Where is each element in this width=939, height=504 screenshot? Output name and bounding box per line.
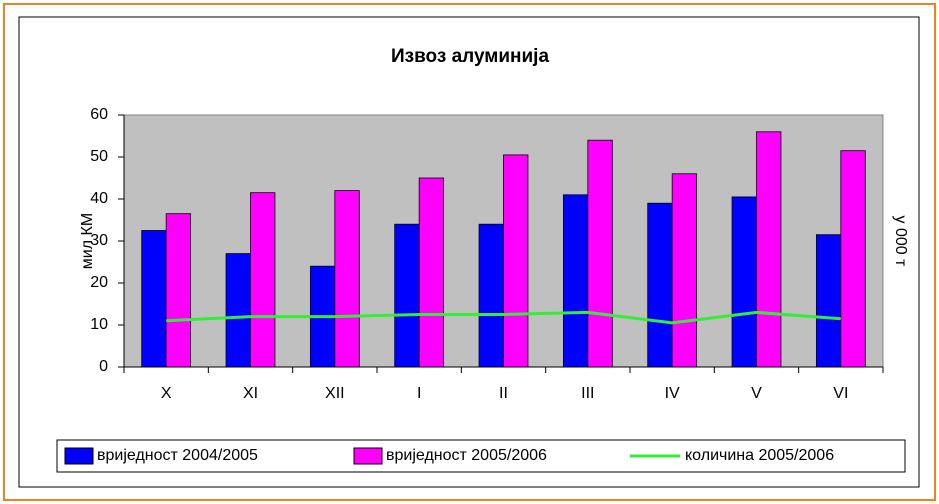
y-tick-label: 10 (90, 316, 108, 333)
legend-label: вриједност 2004/2005 (97, 447, 258, 464)
bar (815, 234, 842, 368)
bar (334, 190, 360, 368)
legend-swatch (64, 447, 94, 465)
bar (671, 173, 698, 368)
x-tick-label: V (751, 385, 762, 402)
bar (478, 223, 504, 368)
x-tick-label: I (417, 385, 421, 402)
bar (141, 230, 167, 368)
bar (394, 223, 420, 368)
y-tick-label: 30 (90, 232, 108, 249)
bar (840, 150, 866, 368)
x-tick-label: X (161, 385, 172, 402)
line (166, 310, 841, 325)
y-tick-label: 50 (90, 148, 108, 165)
bar (250, 192, 276, 368)
legend (56, 439, 906, 473)
x-tick-label: II (499, 385, 508, 402)
y-axis-label: мил КМ (79, 213, 96, 269)
x-tick-label: IV (665, 385, 680, 402)
x-tick-label: XI (243, 385, 258, 402)
x-tick-label: XII (325, 385, 345, 402)
x-tick-label: III (581, 385, 594, 402)
y2-axis-label: у 000 т (892, 216, 909, 268)
bar (418, 177, 445, 368)
legend-swatch (353, 447, 383, 465)
x-tick-label: VI (833, 385, 848, 402)
y-tick-label: 20 (90, 274, 108, 291)
bar (587, 139, 613, 368)
bar (647, 202, 673, 368)
bar (503, 154, 529, 368)
y-tick-label: 40 (90, 190, 108, 207)
bar (165, 213, 192, 368)
bar (756, 131, 782, 368)
y-tick-label: 60 (90, 106, 108, 123)
legend-label: количина 2005/2006 (685, 447, 834, 464)
chart-title: Извоз алуминија (391, 46, 549, 67)
bar (225, 253, 251, 368)
y-tick-label: 0 (99, 358, 108, 375)
outer-frame (3, 3, 936, 501)
bar (562, 194, 589, 368)
legend-label: вриједност 2005/2006 (386, 447, 547, 464)
bar (731, 196, 757, 368)
